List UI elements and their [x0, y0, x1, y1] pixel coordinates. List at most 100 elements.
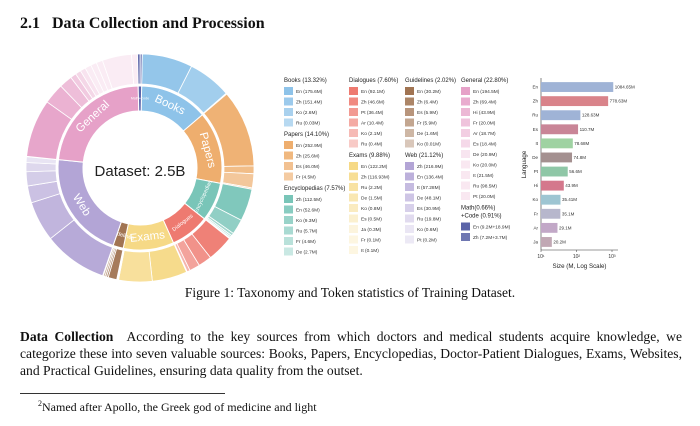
legend-swatch — [461, 118, 470, 127]
legend-item: Ko (0.6M) — [417, 227, 438, 233]
legend-item: Es (46.0M) — [296, 164, 320, 170]
legend-group-title: Papers (14.10%) — [284, 132, 329, 138]
legend-item: En (9.2M+18.9M) — [473, 225, 511, 231]
bar-category-label: De — [532, 155, 538, 160]
bar-value-label: 1084.65M — [615, 85, 635, 90]
legend-swatch — [284, 97, 293, 106]
legend-swatch — [284, 162, 293, 170]
bar — [541, 96, 609, 107]
legend-item: Zh (116.93M) — [361, 175, 390, 181]
footnote-text: Named after Apollo, the Greek god of med… — [42, 400, 317, 414]
legend-swatch — [349, 118, 358, 127]
donut-center-label: Dataset: 2.5B — [95, 163, 186, 180]
legend-swatch — [461, 150, 470, 158]
bar — [541, 124, 579, 135]
bar-value-label: 35.41M — [562, 197, 577, 202]
legend-swatch — [284, 216, 293, 224]
legend-swatch — [284, 151, 293, 160]
legend-swatch — [349, 235, 358, 244]
donut-chart: BooksPapersEncyclopediasDialoguesExamsGu… — [25, 53, 255, 282]
legend-swatch — [284, 195, 293, 203]
bar — [541, 194, 561, 205]
bar-category-label: Es — [533, 127, 539, 132]
bar — [541, 222, 558, 233]
legend-swatch — [349, 97, 358, 106]
x-tick-label: 10³ — [608, 254, 616, 260]
legend-swatch — [461, 181, 470, 190]
legend-item: Es (30.9M) — [417, 206, 441, 212]
legend-swatch — [349, 225, 358, 233]
legend-item: De (20.9M) — [473, 152, 497, 158]
legend-swatch — [461, 222, 470, 231]
legend-item: En (194.5M) — [473, 89, 500, 95]
legend-item: Ar (18.7M) — [473, 131, 496, 137]
legend-item: Ru (0.4M) — [361, 142, 383, 148]
legend-group-title: +Code (0.91%) — [461, 214, 502, 220]
legend-item: En (136.4M) — [417, 175, 444, 181]
bar-category-label: Hi — [534, 183, 538, 188]
legend-swatch — [405, 183, 414, 191]
bar-category-label: It — [535, 141, 538, 146]
legend-item: Es (0.5M) — [361, 217, 382, 223]
legend-item: De (2.7M) — [296, 250, 318, 256]
figure: BooksPapersEncyclopediasDialoguesExamsGu… — [25, 53, 635, 282]
x-axis-label: Size (M, Log Scale) — [553, 263, 607, 270]
section-number: 2.1 — [20, 15, 40, 32]
legend-item: Ru (5.7M) — [296, 229, 318, 235]
legend-swatch — [405, 162, 414, 170]
legend-item: En (252.9M) — [296, 143, 323, 149]
legend-item: Zh (112.5M) — [296, 197, 322, 203]
legend-swatch — [349, 87, 358, 95]
legend-item: Fr (0.1M) — [361, 238, 381, 244]
legend-item: Ko (9.3M) — [296, 218, 317, 224]
legend-item: Zh (7.2M+3.7M) — [473, 235, 508, 241]
legend-item: Ko (2.6M) — [296, 110, 317, 116]
legend-group-title: General (22.80%) — [461, 78, 508, 84]
bar-category-label: Zh — [533, 99, 539, 104]
legend-item: En (92.1M) — [361, 89, 385, 95]
legend-item: Pt (20.0M) — [473, 194, 496, 200]
legend-swatch — [405, 193, 414, 202]
legend-swatch — [405, 87, 414, 95]
bar-category-label: Ar — [534, 225, 539, 230]
legend-item: Pt (36.4M) — [361, 110, 384, 116]
legend-item: Ko (0.01M) — [417, 142, 441, 148]
legend-swatch — [284, 87, 293, 95]
legend-swatch — [405, 235, 414, 244]
legend-item: Zh (25.6M) — [296, 154, 320, 160]
legend-item: Zh (151.4M) — [296, 100, 323, 106]
legend-swatch — [284, 141, 293, 149]
legend-item: En (52.6M) — [296, 208, 320, 214]
legend-swatch — [349, 129, 358, 137]
legend-group-title: Dialogues (7.60%) — [349, 78, 398, 84]
legend-item: Ru (19.8M) — [417, 217, 441, 223]
legend-swatch — [349, 193, 358, 202]
legend-swatch — [405, 108, 414, 116]
legend-swatch — [284, 226, 293, 235]
legend-swatch — [405, 225, 414, 233]
outer-ring-segment — [139, 53, 143, 85]
legend-item: Ru (2.2M) — [361, 185, 383, 191]
legend-item: Ja (0.3M) — [361, 227, 382, 233]
inner-ring-label: Math+Code — [131, 96, 149, 100]
legend-item: De (1.6M) — [417, 131, 439, 137]
paragraph: Data Collection According to the key sou… — [20, 328, 682, 379]
legend-item: It (21.5M) — [473, 173, 494, 179]
legend-item: Zh (216.9M) — [417, 164, 444, 170]
bar-value-label: 43.9M — [565, 183, 578, 188]
legend-item: Ko (2.1M) — [361, 131, 382, 137]
bar — [541, 237, 552, 247]
legend-item: Ko (20.0M) — [473, 163, 497, 169]
legend-swatch — [405, 204, 414, 212]
legend-item: Fr (20.0M) — [473, 121, 496, 127]
legend-item: De (1.5M) — [361, 196, 383, 202]
legend-item: En (175.6M) — [296, 89, 323, 95]
bar-value-label: 74.8M — [574, 155, 587, 160]
legend-swatch — [405, 214, 414, 223]
legend-swatch — [284, 108, 293, 116]
legend-item: En (30.2M) — [417, 89, 441, 95]
legend-swatch — [349, 183, 358, 191]
legend-group-title: Exams (9.88%) — [349, 153, 390, 159]
legend-item: Es (5.9M) — [417, 110, 438, 116]
bar-value-label: 128.63M — [582, 113, 600, 118]
